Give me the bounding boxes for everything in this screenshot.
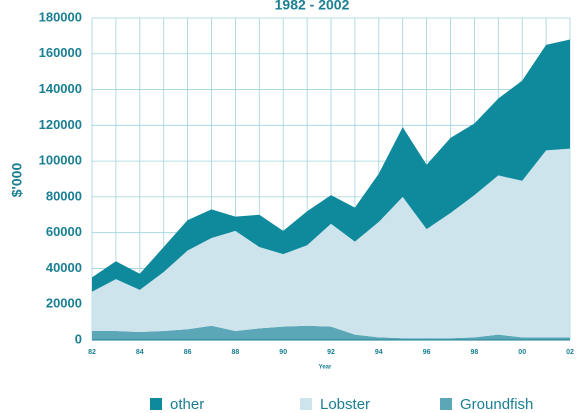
area [92,39,570,292]
x-tick-label: 88 [232,349,240,356]
area [92,325,570,340]
x-tick-label: 82 [88,349,96,356]
x-tick-label: 90 [279,349,287,356]
legend-swatch [150,398,162,410]
y-axis-label: $'000 [9,163,25,198]
x-tick-label: 84 [136,349,144,356]
x-tick-label: 96 [423,349,431,356]
x-tick-label: 86 [184,349,192,356]
legend-swatch [440,398,452,410]
x-tick-label: 00 [518,349,526,356]
chart-title: 1982 - 2002 [275,0,350,13]
legend-label: Lobster [320,396,370,413]
x-tick-label: 94 [375,349,383,356]
y-tick-label: 180000 [39,9,82,24]
y-tick-label: 140000 [39,81,82,96]
legend-swatch [300,398,312,410]
y-tick-label: 20000 [46,296,82,311]
y-tick-label: 0 [75,331,82,346]
legend-label: Groundfish [460,396,533,413]
y-tick-label: 40000 [46,260,82,275]
y-tick-label: 60000 [46,224,82,239]
y-tick-label: 80000 [46,188,82,203]
x-tick-label: 92 [327,349,335,356]
x-tick-label: 98 [471,349,479,356]
x-axis-label: Year [319,365,332,371]
legend-label: other [170,396,204,413]
y-tick-label: 120000 [39,117,82,132]
y-tick-label: 100000 [39,153,82,168]
area [92,148,570,339]
y-tick-label: 160000 [39,45,82,60]
x-tick-label: 02 [566,349,574,356]
